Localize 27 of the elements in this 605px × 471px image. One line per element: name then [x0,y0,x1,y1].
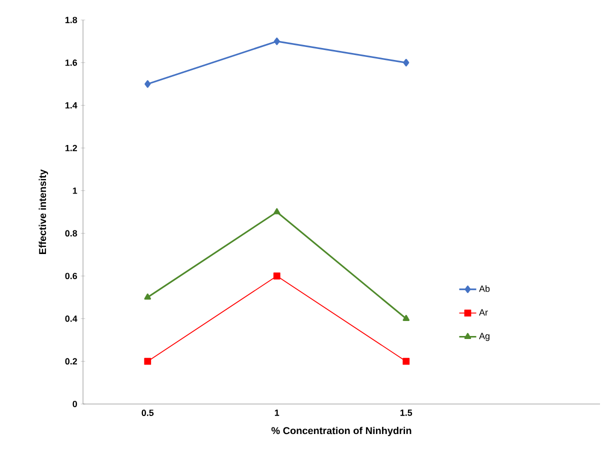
y-tick-label: 0 [72,400,77,408]
y-tick-label: 0.4 [65,315,78,322]
y-tick-label: 0.8 [65,230,78,237]
point [144,294,152,300]
point [273,272,280,280]
legend-label: Ag [479,332,490,341]
y-tick-label: 1.6 [65,59,78,66]
point [402,314,410,321]
y-tick-label: 1.8 [65,16,78,24]
point [273,208,280,214]
x-tick-label: 0.5 [142,410,154,416]
y-tick-label: 0.6 [65,272,78,280]
x-tick-label: 1 [274,410,280,416]
x-axis-title: % Concentration of Ninhydrin [271,426,412,436]
y-axis-title: Effective intensity [38,169,48,254]
x-tick-label: 1.5 [400,410,412,416]
point [402,358,410,365]
point [144,80,151,88]
y-tick-label: 0.2 [65,358,77,365]
y-tick-label: 1.4 [65,102,78,108]
point [274,38,280,46]
y-tick-label: 1.2 [65,144,77,152]
point [144,358,152,365]
y-tick-label: 1 [72,188,78,194]
legend-label: Ar [479,309,488,316]
point [403,58,410,66]
legend-label: Ab [479,285,490,292]
